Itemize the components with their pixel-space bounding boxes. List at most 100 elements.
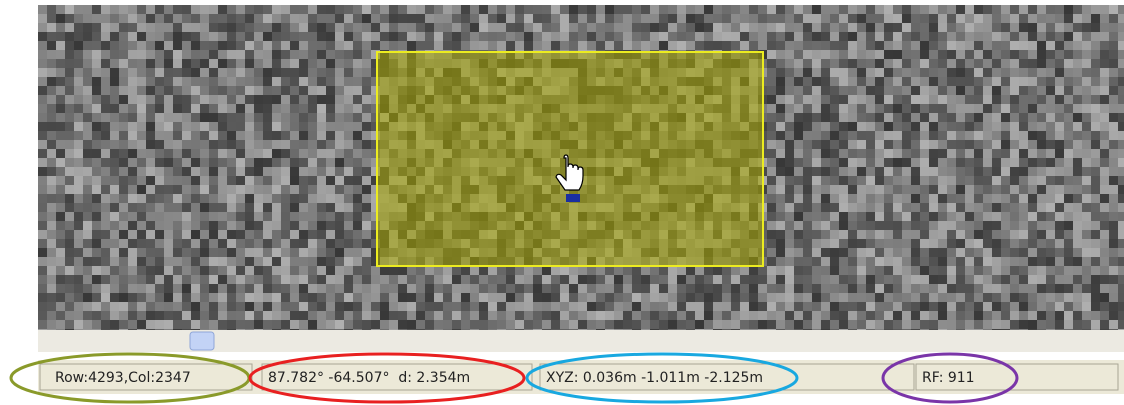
image-pixel (884, 329, 893, 330)
image-pixel (227, 149, 236, 158)
image-pixel (866, 311, 875, 320)
image-pixel (344, 68, 353, 77)
image-pixel (929, 158, 938, 167)
image-pixel (506, 293, 515, 302)
image-pixel (812, 230, 821, 239)
image-pixel (146, 131, 155, 140)
image-pixel (551, 266, 560, 275)
image-pixel (1073, 239, 1082, 248)
image-pixel (893, 302, 902, 311)
scroll-thumb[interactable] (190, 332, 214, 350)
image-pixel (587, 320, 596, 329)
image-pixel (272, 293, 281, 302)
image-pixel (128, 167, 137, 176)
image-pixel (317, 77, 326, 86)
image-pixel (209, 5, 218, 14)
image-pixel (875, 122, 884, 131)
image-pixel (425, 293, 434, 302)
image-pixel (821, 248, 830, 257)
image-pixel (362, 158, 371, 167)
image-pixel (101, 248, 110, 257)
image-pixel (686, 293, 695, 302)
image-pixel (902, 14, 911, 23)
image-pixel (1055, 293, 1064, 302)
image-pixel (1100, 41, 1109, 50)
image-pixel (110, 32, 119, 41)
image-pixel (461, 266, 470, 275)
image-pixel (497, 320, 506, 329)
image-pixel (857, 140, 866, 149)
image-pixel (164, 284, 173, 293)
image-pixel (875, 284, 884, 293)
image-pixel (1046, 320, 1055, 329)
image-pixel (902, 23, 911, 32)
image-pixel (137, 302, 146, 311)
image-pixel (83, 59, 92, 68)
image-pixel (353, 284, 362, 293)
image-pixel (920, 68, 929, 77)
image-pixel (695, 5, 704, 14)
image-pixel (263, 104, 272, 113)
image-pixel (758, 32, 767, 41)
image-pixel (587, 23, 596, 32)
image-pixel (236, 149, 245, 158)
image-pixel (947, 284, 956, 293)
image-pixel (155, 5, 164, 14)
image-pixel (794, 185, 803, 194)
image-pixel (1082, 140, 1091, 149)
image-pixel (164, 212, 173, 221)
image-pixel (353, 50, 362, 59)
image-pixel (974, 266, 983, 275)
image-pixel (983, 275, 992, 284)
image-pixel (74, 176, 83, 185)
image-pixel (920, 302, 929, 311)
image-pixel (911, 122, 920, 131)
image-pixel (1028, 185, 1037, 194)
image-pixel (110, 329, 119, 330)
image-pixel (191, 5, 200, 14)
image-pixel (92, 14, 101, 23)
image-pixel (299, 293, 308, 302)
image-pixel (335, 329, 344, 330)
image-pixel (1100, 86, 1109, 95)
image-pixel (1001, 50, 1010, 59)
image-pixel (317, 14, 326, 23)
image-pixel (128, 248, 137, 257)
image-pixel (92, 59, 101, 68)
image-pixel (794, 77, 803, 86)
image-pixel (119, 266, 128, 275)
image-pixel (317, 86, 326, 95)
image-pixel (1109, 149, 1118, 158)
image-pixel (884, 248, 893, 257)
image-pixel (65, 77, 74, 86)
image-pixel (353, 59, 362, 68)
image-pixel (209, 203, 218, 212)
image-pixel (56, 320, 65, 329)
image-pixel (1091, 23, 1100, 32)
image-pixel (38, 14, 47, 23)
image-pixel (1010, 266, 1019, 275)
image-pixel (326, 104, 335, 113)
image-pixel (1091, 284, 1100, 293)
image-pixel (236, 5, 245, 14)
image-pixel (560, 266, 569, 275)
image-pixel (299, 221, 308, 230)
image-pixel (263, 140, 272, 149)
image-pixel (650, 32, 659, 41)
image-pixel (704, 293, 713, 302)
image-pixel (1082, 203, 1091, 212)
image-pixel (101, 176, 110, 185)
image-pixel (1100, 113, 1109, 122)
image-pixel (632, 275, 641, 284)
image-pixel (371, 14, 380, 23)
image-pixel (659, 311, 668, 320)
image-pixel (101, 194, 110, 203)
image-pixel (173, 158, 182, 167)
image-pixel (893, 329, 902, 330)
image-pixel (695, 293, 704, 302)
image-pixel (659, 302, 668, 311)
image-pixel (254, 185, 263, 194)
image-pixel (299, 302, 308, 311)
image-pixel (281, 176, 290, 185)
image-pixel (1118, 239, 1124, 248)
